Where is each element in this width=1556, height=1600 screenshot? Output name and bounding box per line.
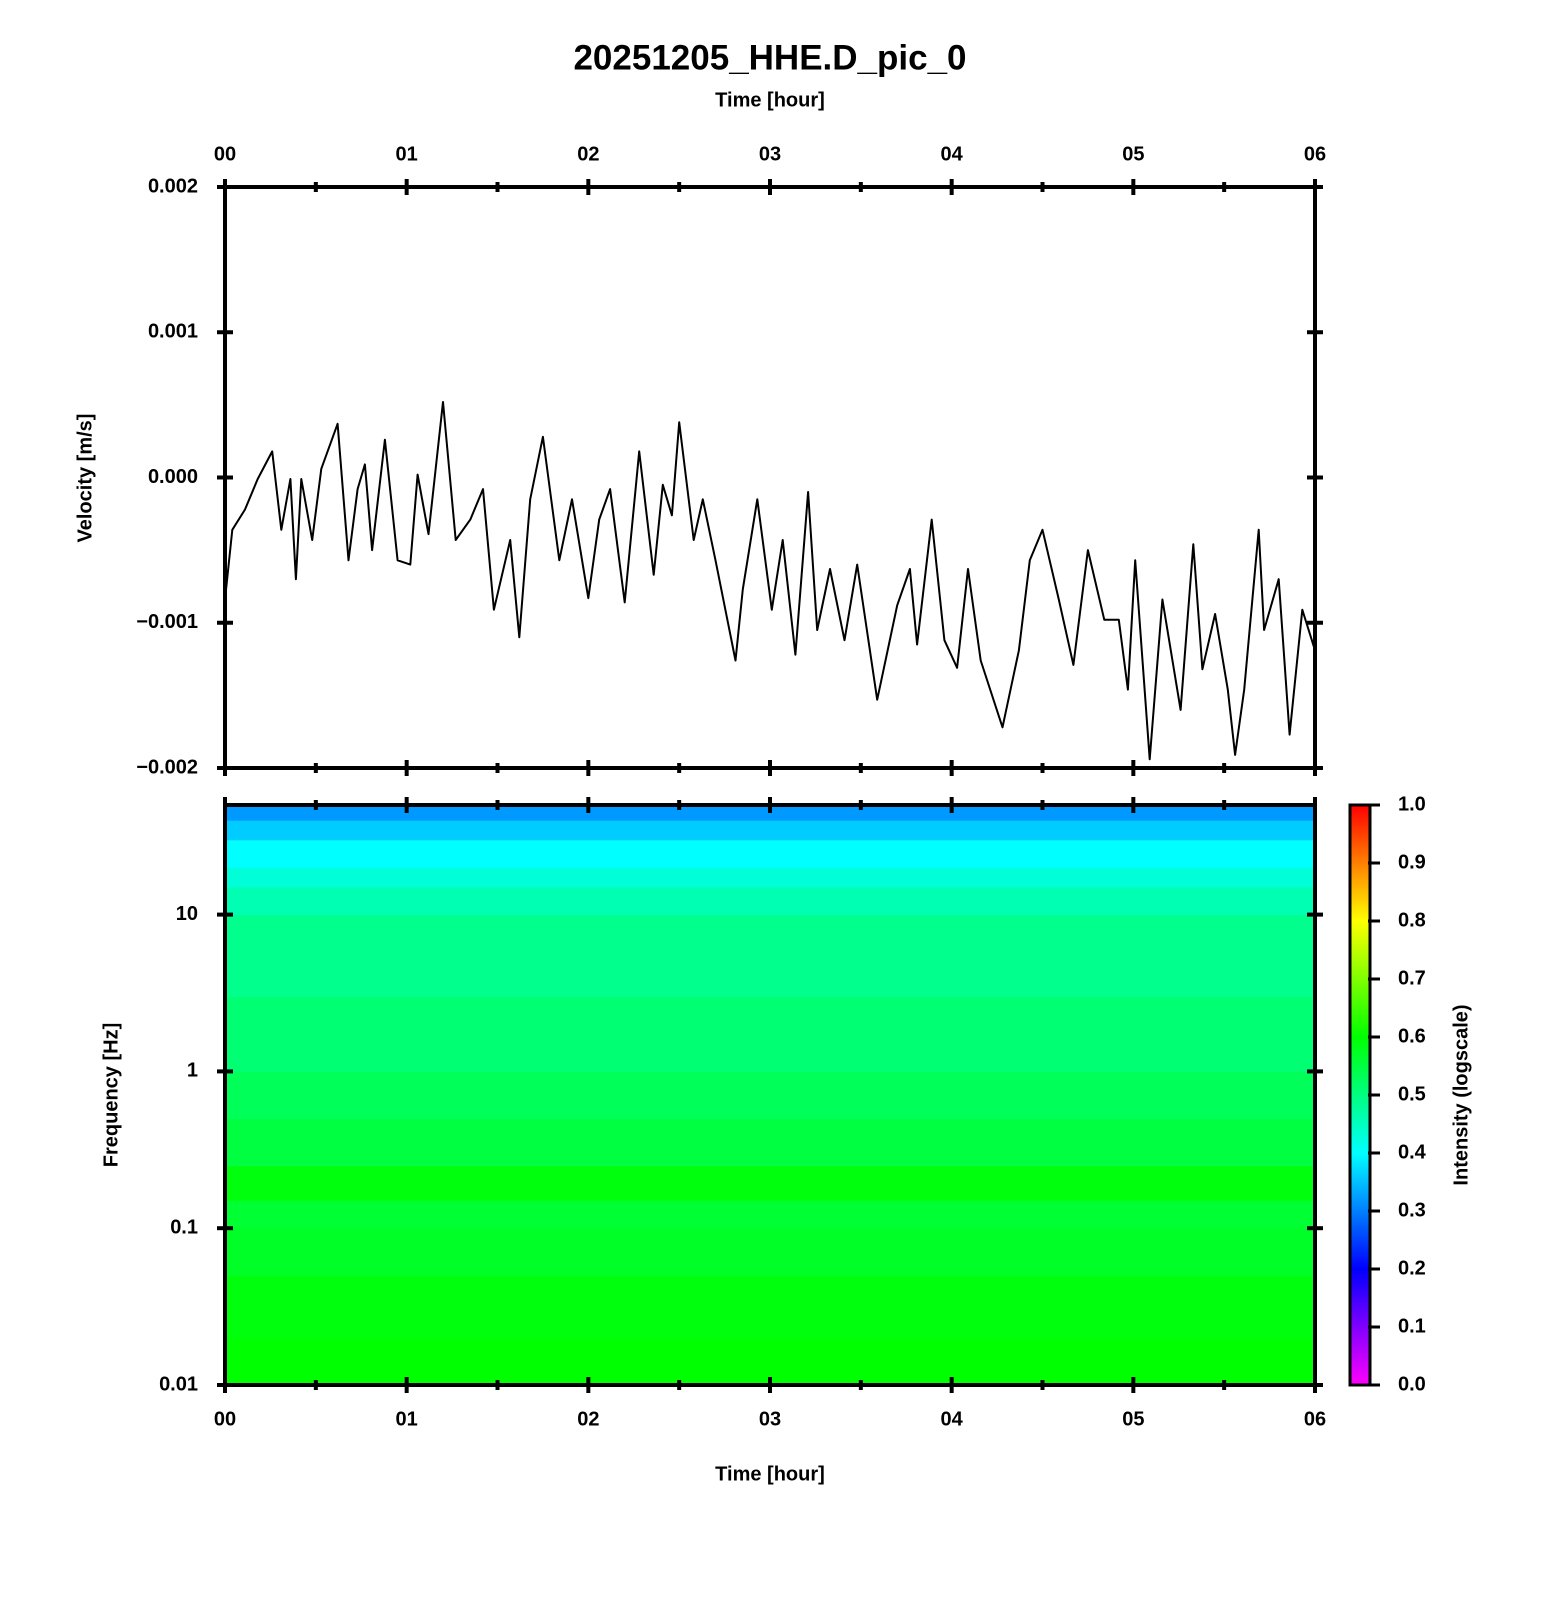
colorbar-label: Intensity (logscale)	[1450, 1004, 1472, 1185]
colorbar	[1348, 803, 1372, 1387]
y-tick-label: 0.001	[148, 321, 198, 343]
x-tick-label: 02	[577, 1408, 599, 1430]
y-tick-label: 10	[176, 903, 198, 925]
x-tick-label: 01	[396, 1408, 418, 1430]
x-tick-label: 03	[759, 1408, 781, 1430]
spectrogram-cell	[225, 1165, 1315, 1202]
y-tick-label: −0.001	[136, 611, 198, 633]
spectrogram-cell	[225, 867, 1315, 888]
colorbar-tick-label: 0.5	[1398, 1083, 1426, 1105]
waveform	[224, 401, 1316, 761]
colorbar-tick-label: 1.0	[1398, 793, 1426, 815]
plot-frame	[223, 185, 1317, 770]
colorbar-tick-label: 0.3	[1398, 1199, 1426, 1221]
x-tick-label: 04	[941, 143, 964, 165]
spectrogram-cell	[225, 1275, 1315, 1339]
plot-frame	[223, 803, 1317, 1387]
y-tick-label: 0.01	[159, 1373, 198, 1395]
chart-title: 20251205_HHE.D_pic_0	[573, 38, 966, 77]
colorbar-tick-label: 0.9	[1398, 851, 1426, 873]
spectrogram-cell	[225, 914, 1315, 998]
colorbar-tick-label: 0.8	[1398, 909, 1426, 931]
spectrogram-cell	[225, 886, 1315, 916]
spectrogram-cell	[225, 839, 1315, 868]
x-tick-label: 04	[941, 1408, 964, 1430]
colorbar-tick-label: 0.0	[1398, 1373, 1426, 1395]
colorbar-tick-label: 0.4	[1398, 1141, 1427, 1163]
x-tick-label: 05	[1122, 1408, 1144, 1430]
x-tick-label: 03	[759, 143, 781, 165]
x-tick-label: 00	[214, 1408, 236, 1430]
x-tick-label: 05	[1122, 143, 1144, 165]
y-tick-label: 0.1	[170, 1216, 198, 1238]
spectrogram-cell	[225, 1118, 1315, 1167]
x-tick-label: 06	[1304, 1408, 1326, 1430]
colorbar-tick-label: 0.1	[1398, 1315, 1426, 1337]
x-axis-label: Time [hour]	[715, 1463, 825, 1485]
y-tick-label: 0.000	[148, 466, 198, 488]
x-tick-label: 01	[396, 143, 418, 165]
x-tick-label: 06	[1304, 143, 1326, 165]
colorbar-tick-label: 0.2	[1398, 1257, 1426, 1279]
spectrogram-cell	[225, 1200, 1315, 1229]
y-tick-label: 0.002	[148, 175, 198, 197]
y-axis-label: Velocity [m/s]	[74, 414, 96, 543]
x-tick-label: 02	[577, 143, 599, 165]
y-tick-label: −0.002	[136, 756, 198, 778]
colorbar-tick-label: 0.6	[1398, 1025, 1426, 1047]
y-axis-label: Frequency [Hz]	[100, 1023, 122, 1167]
x-tick-label: 00	[214, 143, 236, 165]
y-tick-label: 1	[187, 1060, 198, 1082]
spectrogram-cell	[225, 1228, 1315, 1276]
spectrogram-cell	[225, 1071, 1315, 1120]
spectrogram-cell	[225, 996, 1315, 1072]
spectrogram-cell	[225, 820, 1315, 841]
colorbar-tick-label: 0.7	[1398, 967, 1426, 989]
x-axis-label-top: Time [hour]	[715, 89, 825, 111]
